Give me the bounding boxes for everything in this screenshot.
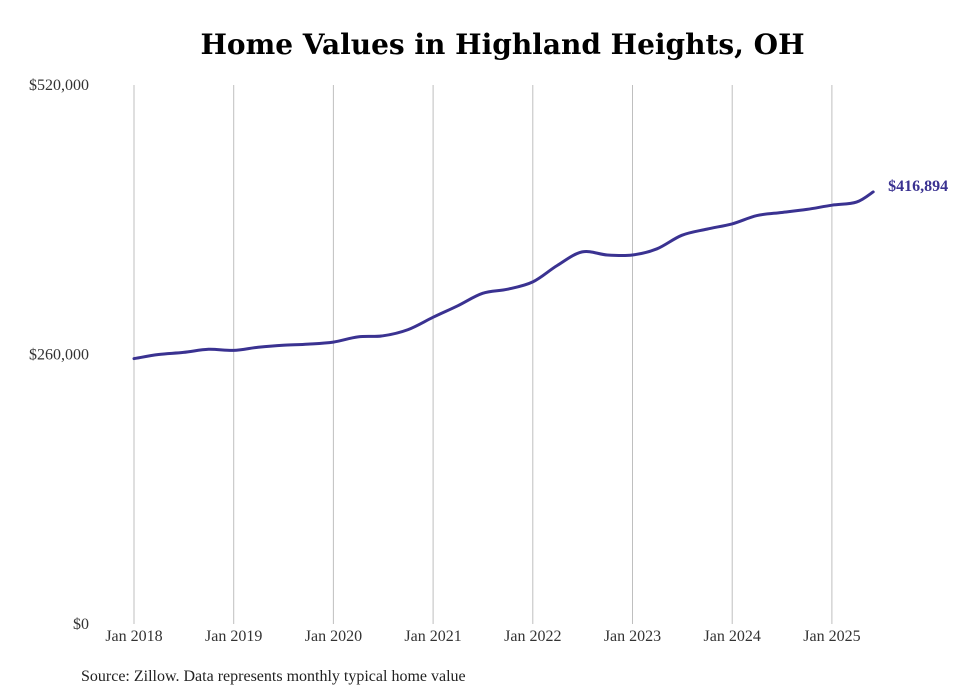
x-tick-label: Jan 2018 (105, 628, 162, 645)
x-tick-label: Jan 2024 (704, 628, 761, 645)
x-tick-label: Jan 2025 (803, 628, 860, 645)
y-tick-label: $0 (73, 616, 89, 633)
y-tick-label: $260,000 (29, 347, 89, 364)
series-line (132, 190, 875, 361)
source-note: Source: Zillow. Data represents monthly … (81, 668, 466, 685)
y-tick-label: $520,000 (29, 77, 89, 94)
x-tick-label: Jan 2022 (504, 628, 561, 645)
x-tick-label: Jan 2019 (205, 628, 262, 645)
x-tick-label: Jan 2020 (305, 628, 362, 645)
end-value-label: $416,894 (888, 178, 948, 195)
x-tick-label: Jan 2023 (604, 628, 661, 645)
chart-title: Home Values in Highland Heights, OH (200, 28, 805, 61)
x-tick-label: Jan 2021 (404, 628, 461, 645)
